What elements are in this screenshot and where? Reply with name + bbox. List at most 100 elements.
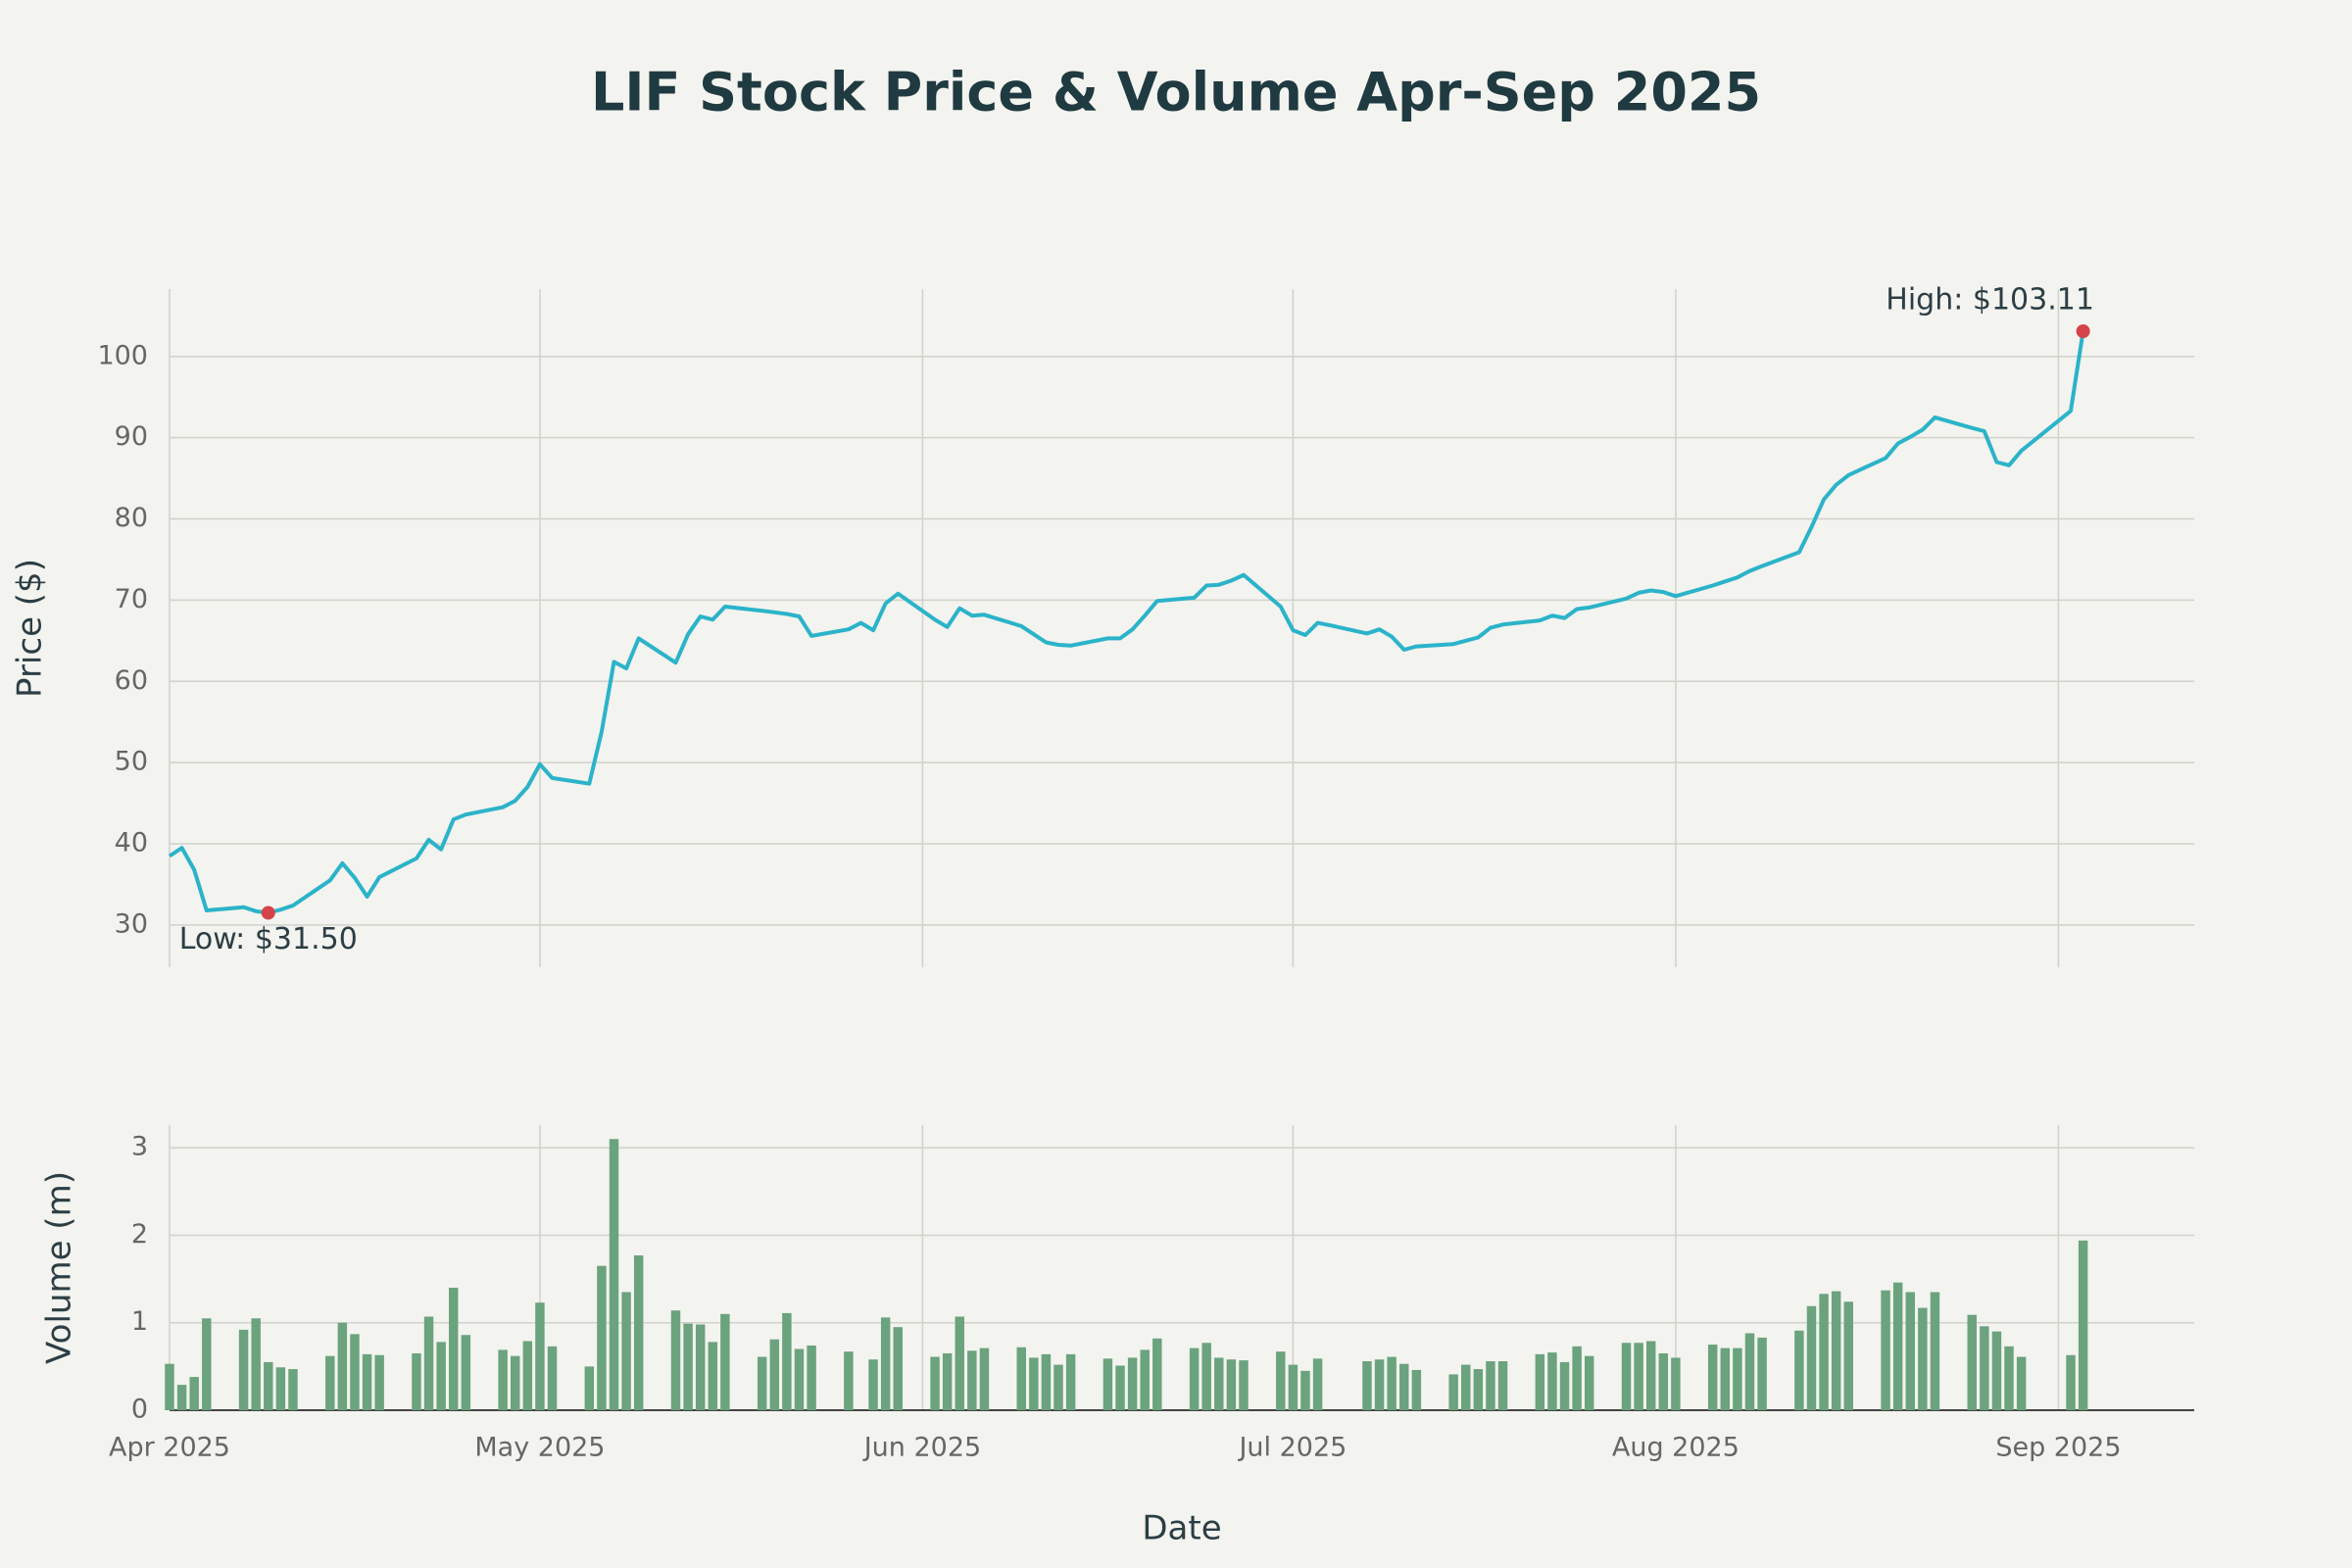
volume-bar [202, 1318, 212, 1410]
volume-bar [1140, 1349, 1150, 1410]
volume-bar [1843, 1301, 1853, 1410]
volume-bar [1300, 1370, 1310, 1410]
y-tick-label: 50 [115, 747, 148, 777]
x-tick-label: Sep 2025 [1995, 1433, 2121, 1463]
volume-bar [374, 1354, 384, 1410]
volume-bar [350, 1334, 360, 1410]
volume-bar [2066, 1354, 2076, 1410]
volume-bar [436, 1342, 446, 1410]
volume-bar [1189, 1348, 1200, 1410]
volume-bar [967, 1350, 977, 1410]
volume-bar [1448, 1374, 1458, 1410]
price-line [168, 330, 2085, 915]
annotation-marker [2076, 324, 2090, 339]
volume-bar [609, 1139, 619, 1410]
volume-bar [930, 1356, 940, 1410]
volume-bar [1374, 1359, 1385, 1410]
volume-bar [1744, 1333, 1755, 1410]
volume-bar [1411, 1369, 1422, 1410]
volume-bar [1918, 1307, 1928, 1410]
volume-bar [1312, 1358, 1323, 1410]
x-tick-label: Jun 2025 [862, 1433, 981, 1463]
volume-bar [1572, 1346, 1582, 1410]
volume-bar [621, 1292, 631, 1410]
volume-bar [1473, 1369, 1484, 1410]
volume-bar [1720, 1348, 1731, 1410]
volume-bar [1905, 1292, 1915, 1410]
x-axis-title: Date [1142, 1509, 1221, 1548]
volume-bar [695, 1324, 706, 1410]
volume-bar [1658, 1352, 1669, 1410]
volume-bar [868, 1359, 878, 1410]
volume-bar [794, 1348, 805, 1410]
volume-bar [1967, 1314, 1977, 1410]
volume-bar [1621, 1343, 1632, 1410]
volume-bar [597, 1265, 607, 1410]
x-tick-label: Aug 2025 [1612, 1433, 1740, 1463]
annotation-label: High: $103.11 [1886, 283, 2094, 318]
volume-bar [547, 1346, 558, 1410]
volume-bar [461, 1335, 471, 1410]
volume-bar [165, 1363, 174, 1410]
volume-bar [1497, 1361, 1508, 1410]
volume-bar [844, 1351, 854, 1410]
volume-bar [807, 1345, 816, 1410]
volume-bar [1152, 1338, 1162, 1410]
volume-bar [683, 1323, 693, 1410]
y-tick-label: 1 [131, 1306, 148, 1337]
chart-title: LIF Stock Price & Volume Apr-Sep 2025 [591, 62, 1761, 123]
volume-bar [670, 1310, 681, 1410]
volume-bar [288, 1369, 298, 1410]
volume-bar [1881, 1290, 1890, 1410]
volume-bar [1399, 1363, 1409, 1410]
volume-bar [720, 1313, 730, 1410]
volume-bar [1991, 1331, 2002, 1410]
y-tick-label: 80 [115, 503, 148, 533]
volume-bar [1535, 1353, 1545, 1410]
volume-bar [1794, 1330, 1804, 1410]
volume-bar [1461, 1364, 1471, 1410]
volume-bar [511, 1355, 520, 1410]
volume-bar [942, 1352, 953, 1410]
x-tick-label: May 2025 [474, 1433, 605, 1463]
volume-bar [1239, 1360, 1249, 1410]
volume-bar [1029, 1357, 1039, 1410]
volume-bar [264, 1361, 273, 1410]
volume-bar [1362, 1361, 1372, 1410]
x-tick-label: Apr 2025 [109, 1433, 230, 1463]
volume-bar [1486, 1361, 1495, 1410]
volume-bar [757, 1356, 767, 1410]
volume-bar [1226, 1359, 1237, 1410]
volume-bar [708, 1342, 718, 1410]
volume-bar [275, 1367, 286, 1410]
y-tick-label: 2 [131, 1219, 148, 1250]
volume-bar [2016, 1356, 2027, 1410]
volume-bar [1065, 1353, 1076, 1410]
volume-bar [584, 1366, 595, 1410]
volume-bar [1757, 1337, 1767, 1410]
volume-bar [238, 1329, 249, 1410]
volume-bar [1634, 1343, 1643, 1410]
volume-bar [1671, 1357, 1681, 1410]
annotation-label: Low: $31.50 [179, 922, 358, 956]
volume-bar [1041, 1353, 1052, 1410]
y-axis-title: Price ($) [11, 559, 50, 698]
volume-bar [955, 1316, 964, 1410]
y-tick-label: 90 [115, 421, 148, 452]
y-tick-label: 3 [131, 1132, 148, 1162]
volume-bar [325, 1355, 335, 1410]
volume-bar [535, 1302, 545, 1410]
y-tick-label: 60 [115, 665, 148, 696]
volume-bar [189, 1377, 199, 1410]
volume-bar [1288, 1364, 1298, 1410]
volume-bar [1806, 1305, 1817, 1410]
volume-bar [1127, 1357, 1138, 1410]
volume-bar [251, 1318, 261, 1410]
volume-bar [1892, 1282, 1903, 1410]
y-tick-label: 0 [131, 1395, 148, 1425]
y-tick-label: 30 [115, 908, 148, 939]
volume-bar [1201, 1343, 1211, 1410]
volume-bar [782, 1312, 792, 1410]
volume-bar [1584, 1355, 1594, 1410]
